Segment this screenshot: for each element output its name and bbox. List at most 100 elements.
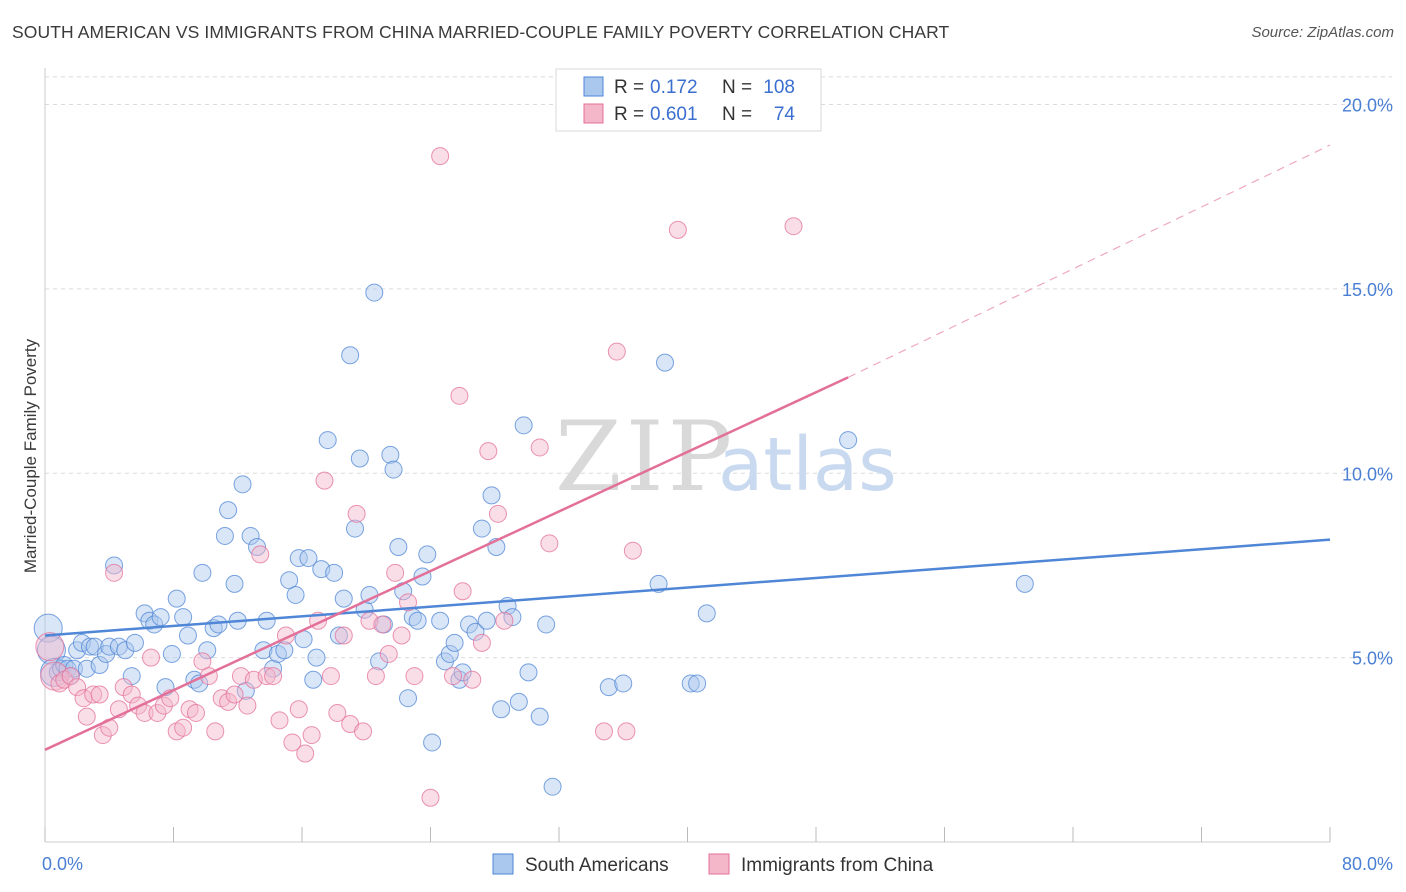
- point-south-american-5: [55, 656, 74, 674]
- point-south-american-62: [341, 346, 360, 365]
- point-south-american-108: [839, 431, 858, 450]
- trend-extension-1: [847, 144, 1331, 378]
- point-south-american-33: [193, 563, 212, 582]
- legend-swatch-blue: [583, 76, 604, 97]
- legend-r-value-1: 0.172: [650, 77, 698, 98]
- legend-n-label-2: N =: [722, 104, 752, 125]
- watermark-zip: ZIP: [555, 401, 736, 513]
- point-south-american-109: [1015, 574, 1034, 593]
- point-china-36: [257, 667, 276, 686]
- chart-title: SOUTH AMERICAN VS IMMIGRANTS FROM CHINA …: [12, 22, 950, 42]
- point-south-american-98: [530, 707, 549, 726]
- bottom-legend-label-blue: South Americans: [525, 855, 669, 876]
- point-china-68: [488, 504, 507, 523]
- point-china-54: [373, 615, 392, 634]
- point-china-33: [238, 696, 257, 715]
- point-south-american-64: [350, 449, 369, 468]
- point-south-american-39: [225, 574, 244, 593]
- point-south-american-87: [466, 622, 485, 641]
- point-south-american-99: [537, 615, 556, 634]
- y-tick-label-3: 20.0%: [1342, 96, 1393, 116]
- point-china-41: [289, 700, 308, 719]
- point-south-american-60: [329, 626, 348, 645]
- point-south-american-82: [440, 644, 459, 663]
- watermark-atlas: atlas: [718, 422, 897, 508]
- point-china-38: [270, 711, 289, 730]
- point-china-69: [495, 611, 514, 630]
- point-china-75: [617, 722, 636, 741]
- grid-lines: [45, 76, 1392, 659]
- point-south-american-96: [514, 416, 533, 435]
- point-south-american-83: [445, 633, 464, 652]
- point-south-american-41: [233, 475, 252, 494]
- point-china-42: [296, 744, 315, 763]
- source-label: Source: ZipAtlas.com: [1251, 24, 1394, 41]
- point-china-61: [431, 147, 450, 166]
- point-south-american-72: [389, 538, 408, 556]
- point-south-american-92: [492, 700, 511, 719]
- point-south-american-78: [418, 545, 437, 564]
- point-south-american-47: [264, 659, 283, 678]
- y-tick-label-0: 5.0%: [1352, 649, 1393, 669]
- point-china-77: [668, 220, 687, 239]
- point-south-american-14: [90, 656, 109, 674]
- point-south-american-63: [346, 519, 365, 538]
- point-china-48: [334, 626, 353, 645]
- point-south-american-100: [543, 777, 562, 796]
- point-china-67: [479, 442, 498, 461]
- point-south-american-104: [656, 353, 675, 372]
- point-south-american-56: [307, 648, 326, 667]
- point-south-american-107: [697, 604, 716, 623]
- point-south-american-21: [125, 633, 144, 652]
- x-tick-label-1: 80.0%: [1342, 854, 1393, 874]
- point-china-18: [142, 648, 161, 667]
- point-south-american-17: [105, 556, 124, 575]
- point-china-45: [315, 471, 334, 490]
- y-tick-label-1: 10.0%: [1342, 464, 1393, 484]
- y-axis-label: Married-Couple Family Poverty: [21, 338, 40, 573]
- point-china-58: [399, 593, 418, 612]
- point-south-american-12: [80, 637, 99, 656]
- point-south-american-76: [408, 611, 427, 630]
- point-south-american-90: [482, 486, 501, 505]
- point-china-73: [594, 722, 613, 741]
- bottom-legend-label-pink: Immigrants from China: [741, 855, 934, 876]
- point-south-american-55: [304, 670, 323, 689]
- point-china-51: [354, 722, 373, 741]
- legend-r-label-2: R =: [614, 104, 644, 125]
- point-china-55: [379, 644, 398, 663]
- legend-n-label-1: N =: [722, 77, 752, 98]
- point-china-40: [283, 733, 302, 752]
- point-china-35: [251, 545, 270, 564]
- legend-r-label-1: R =: [614, 77, 644, 98]
- point-china-8: [84, 685, 103, 704]
- point-south-american-30: [178, 626, 197, 645]
- point-china-28: [206, 722, 225, 741]
- point-china-7: [77, 707, 96, 726]
- x-tick-label-0: 0.0%: [42, 854, 83, 874]
- point-china-0: [35, 632, 65, 662]
- point-china-2: [50, 674, 69, 693]
- top-legend: R = 0.172 N = 108 R = 0.601 N = 74: [555, 68, 822, 132]
- bottom-legend: South Americans Immigrants from China: [492, 853, 934, 876]
- point-china-5: [68, 678, 87, 697]
- point-china-63: [450, 386, 469, 405]
- point-china-25: [186, 703, 205, 722]
- point-china-53: [366, 667, 385, 686]
- point-china-47: [328, 703, 347, 722]
- point-south-american-28: [167, 589, 186, 608]
- point-china-37: [264, 667, 283, 686]
- point-china-56: [386, 563, 405, 582]
- point-south-american-86: [460, 615, 479, 634]
- point-south-american-68: [370, 652, 389, 671]
- point-china-59: [405, 667, 424, 686]
- point-south-american-36: [209, 615, 228, 634]
- point-south-american-106: [688, 674, 707, 693]
- point-china-31: [225, 685, 244, 704]
- point-china-9: [90, 685, 109, 704]
- point-south-american-95: [509, 692, 528, 711]
- watermark: ZIP atlas: [555, 401, 897, 513]
- point-south-american-37: [215, 526, 234, 545]
- point-south-american-61: [334, 589, 353, 608]
